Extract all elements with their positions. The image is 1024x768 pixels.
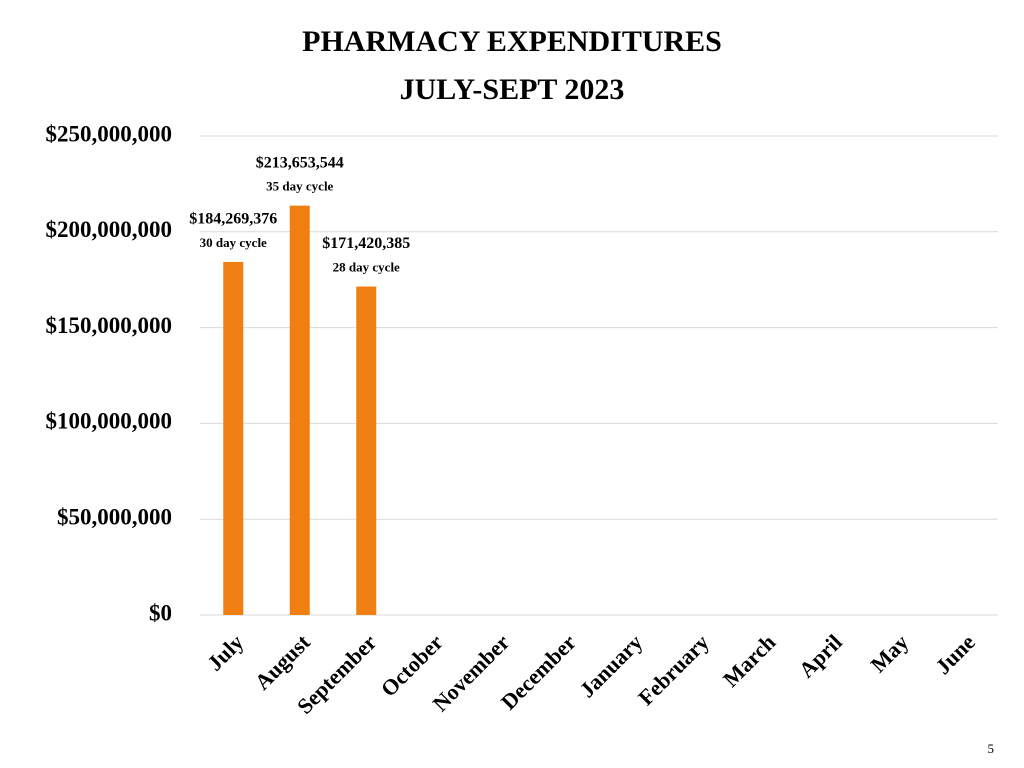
y-tick-label: $0 — [149, 600, 172, 625]
x-tick-label: July — [202, 629, 248, 675]
chart-subtitle: JULY-SEPT 2023 — [400, 73, 625, 106]
value-note: 35 day cycle — [266, 179, 333, 194]
value-label: $213,653,544 — [256, 154, 344, 171]
x-tick-label: February — [633, 629, 714, 710]
bar — [289, 205, 310, 615]
value-note: 30 day cycle — [200, 235, 267, 250]
chart-title: PHARMACY EXPENDITURES — [302, 25, 722, 58]
x-tick-label: March — [718, 629, 780, 691]
x-tick-label: May — [865, 629, 913, 677]
value-label: $184,269,376 — [189, 211, 277, 228]
x-tick-label: April — [794, 629, 847, 682]
y-tick-label: $150,000,000 — [46, 313, 173, 338]
x-tick-label: June — [930, 629, 980, 679]
bar — [356, 286, 377, 615]
y-tick-label: $250,000,000 — [46, 121, 173, 146]
page-number: 5 — [988, 741, 995, 756]
value-label: $171,420,385 — [322, 235, 410, 252]
y-tick-label: $100,000,000 — [46, 409, 173, 434]
y-tick-label: $50,000,000 — [57, 504, 172, 529]
y-tick-label: $200,000,000 — [46, 217, 173, 242]
bar — [223, 261, 244, 615]
value-note: 28 day cycle — [333, 260, 400, 275]
x-tick-label: August — [250, 629, 316, 695]
